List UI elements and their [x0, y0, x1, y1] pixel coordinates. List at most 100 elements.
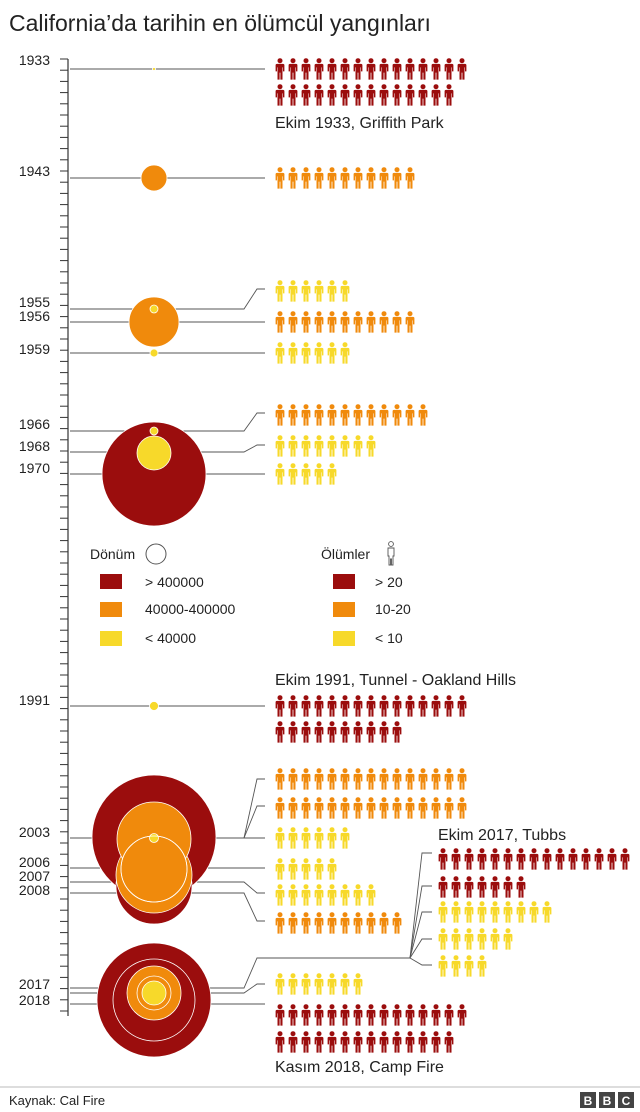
person-icon — [275, 167, 285, 189]
person-icon — [288, 827, 298, 849]
person-icon — [451, 901, 461, 923]
person-icon — [301, 280, 311, 302]
person-icon — [366, 797, 376, 819]
legend-deaths-label-medium: 10-20 — [375, 601, 411, 617]
person-icon — [288, 797, 298, 819]
person-icon — [353, 695, 363, 717]
person-icon — [340, 84, 350, 106]
legend-area-label-high: > 400000 — [145, 574, 204, 590]
person-icon — [327, 695, 337, 717]
person-icon — [379, 721, 389, 743]
person-icon — [405, 768, 415, 790]
legend-area-swatch-low — [100, 631, 122, 646]
person-icon — [353, 167, 363, 189]
person-icon — [405, 311, 415, 333]
person-icon — [301, 827, 311, 849]
person-icon — [288, 404, 298, 426]
person-icon — [529, 901, 539, 923]
person-icon — [314, 695, 324, 717]
person-icon — [366, 884, 376, 906]
person-icon — [353, 435, 363, 457]
person-icon — [314, 1031, 324, 1053]
person-icon — [275, 973, 285, 995]
connector-line — [409, 938, 432, 959]
person-icon — [314, 167, 324, 189]
person-icon — [340, 1031, 350, 1053]
fire-bubble-medium — [128, 296, 180, 348]
person-icon — [340, 435, 350, 457]
person-icon — [392, 404, 402, 426]
person-icon — [327, 167, 337, 189]
person-icon — [353, 1004, 363, 1026]
person-icon — [275, 1004, 285, 1026]
person-icon — [568, 848, 578, 870]
person-icon — [405, 695, 415, 717]
person-icon — [288, 84, 298, 106]
person-icon — [379, 1031, 389, 1053]
person-icon — [620, 848, 630, 870]
person-icon — [457, 58, 467, 80]
person-icon — [366, 912, 376, 934]
person-icon — [301, 311, 311, 333]
person-icon — [340, 167, 350, 189]
person-icon — [288, 58, 298, 80]
person-icon — [301, 58, 311, 80]
person-icon — [451, 955, 461, 977]
person-icon — [314, 84, 324, 106]
person-icon — [405, 404, 415, 426]
person-icon — [314, 884, 324, 906]
person-icon — [379, 768, 389, 790]
year-label: 1933 — [19, 52, 50, 68]
person-icon — [314, 912, 324, 934]
person-icon — [301, 167, 311, 189]
person-icon — [444, 695, 454, 717]
person-icon — [451, 876, 461, 898]
person-icon — [379, 1004, 389, 1026]
person-icon — [392, 695, 402, 717]
bbc-logo: B B C — [580, 1092, 634, 1108]
person-icon — [366, 695, 376, 717]
person-icon — [288, 858, 298, 880]
legend-area-circle-icon — [145, 543, 167, 565]
person-icon — [275, 342, 285, 364]
person-icon — [477, 876, 487, 898]
person-icon — [327, 280, 337, 302]
person-icon — [301, 463, 311, 485]
fire-bubble-high — [101, 421, 207, 527]
person-icon — [379, 695, 389, 717]
person-icon — [288, 463, 298, 485]
person-icon — [418, 58, 428, 80]
person-icon — [327, 463, 337, 485]
person-icon — [366, 768, 376, 790]
person-icon — [301, 721, 311, 743]
person-icon — [275, 404, 285, 426]
person-icon — [288, 342, 298, 364]
person-icon — [366, 435, 376, 457]
person-icon — [490, 876, 500, 898]
person-icon — [340, 695, 350, 717]
legend: Dönüm Ölümler > 400000 40000-400000 < 40… — [90, 541, 411, 646]
legend-area-title: Dönüm — [90, 546, 135, 562]
legend-area-swatch-high — [100, 574, 122, 589]
person-icon — [314, 280, 324, 302]
person-icon — [379, 84, 389, 106]
person-icon — [275, 463, 285, 485]
person-icon — [457, 768, 467, 790]
person-icon — [314, 342, 324, 364]
person-icon — [555, 848, 565, 870]
person-icon — [542, 848, 552, 870]
person-icon — [275, 1031, 285, 1053]
person-icon — [444, 1004, 454, 1026]
person-icon — [353, 768, 363, 790]
person-icon — [288, 721, 298, 743]
person-icon — [301, 1004, 311, 1026]
fire-bubble-low — [141, 980, 167, 1006]
fire-bubble-low — [152, 67, 156, 71]
fire-bubble-low — [136, 435, 172, 471]
person-icon — [366, 84, 376, 106]
person-icon — [457, 1004, 467, 1026]
person-icon — [353, 1031, 363, 1053]
person-icon — [288, 435, 298, 457]
person-icon — [444, 768, 454, 790]
person-icon — [340, 797, 350, 819]
